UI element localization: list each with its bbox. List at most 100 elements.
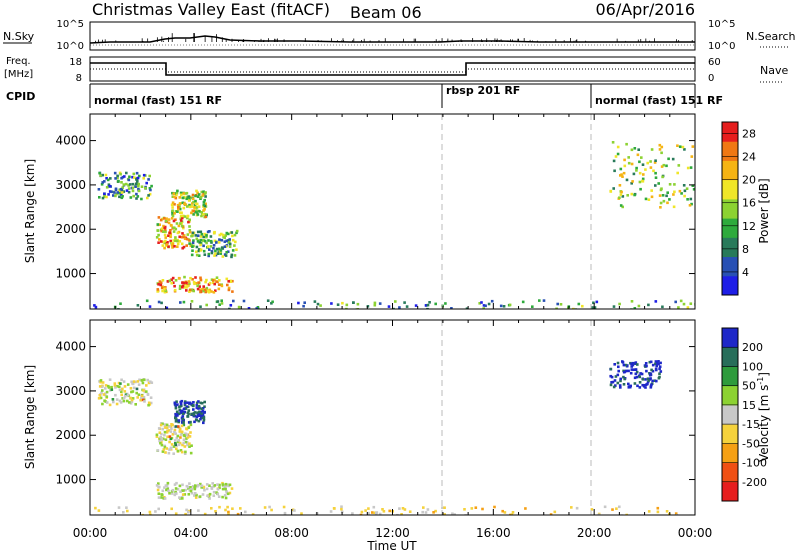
data-cell — [367, 511, 370, 515]
data-cell — [645, 364, 648, 368]
data-cell — [136, 396, 139, 399]
data-cell — [136, 380, 140, 383]
data-cell — [205, 303, 208, 307]
data-cell — [201, 409, 205, 413]
data-cell — [107, 193, 110, 196]
data-cell — [190, 412, 193, 416]
data-cell — [161, 450, 165, 453]
data-cell — [171, 206, 174, 209]
data-cell — [178, 427, 182, 431]
data-cell — [165, 447, 169, 450]
data-cell — [147, 401, 151, 405]
data-cell — [662, 163, 666, 167]
data-cell — [654, 176, 658, 179]
data-cell — [173, 402, 177, 406]
data-cell — [649, 386, 653, 389]
data-cell — [180, 224, 184, 228]
data-cell — [614, 375, 618, 378]
data-cell — [130, 390, 133, 394]
colorbar-swatch — [722, 328, 738, 348]
data-cell — [188, 435, 192, 438]
data-cell — [614, 155, 618, 158]
data-cell — [158, 431, 162, 434]
data-cell — [182, 441, 185, 445]
colorbar-tick-label: 24 — [742, 151, 756, 164]
data-cell — [177, 276, 181, 280]
data-cell — [113, 382, 117, 385]
data-cell — [160, 432, 163, 436]
data-cell — [104, 384, 108, 387]
data-cell — [194, 194, 197, 198]
data-cell — [378, 302, 382, 305]
data-cell — [451, 512, 454, 515]
data-cell — [122, 190, 126, 193]
freq-label-1: Freq. — [6, 56, 31, 67]
data-cell — [158, 485, 161, 489]
data-cell — [640, 156, 643, 159]
data-cell — [201, 407, 205, 410]
data-cell — [113, 384, 117, 387]
data-cell — [432, 511, 435, 514]
data-cell — [196, 411, 199, 414]
data-cell — [120, 196, 124, 200]
data-cell — [205, 235, 208, 239]
data-cell — [193, 486, 196, 489]
x-tick-label: 00:00 — [73, 526, 108, 540]
data-cell — [185, 427, 188, 430]
data-cell — [118, 399, 122, 403]
data-cell — [632, 172, 636, 176]
data-cell — [665, 194, 668, 198]
data-cell — [635, 166, 638, 170]
data-cell — [542, 299, 546, 302]
x-tick-label: 16:00 — [476, 526, 511, 540]
data-cell — [612, 305, 616, 308]
data-cell — [115, 402, 119, 406]
data-cell — [575, 506, 579, 510]
data-cell — [208, 492, 212, 496]
data-cell — [619, 204, 623, 207]
data-cell — [126, 399, 129, 403]
data-cell — [627, 382, 630, 386]
data-cell — [161, 422, 164, 426]
y-tick-label: 1000 — [55, 473, 86, 487]
data-cell — [637, 304, 641, 308]
data-cell — [196, 230, 200, 234]
data-cell — [291, 508, 295, 512]
freq-tick-top: 18 — [69, 57, 82, 68]
data-cell — [171, 423, 174, 427]
data-cell — [191, 241, 195, 245]
data-cell — [119, 172, 122, 176]
data-cell — [218, 247, 221, 251]
data-cell — [176, 239, 179, 243]
data-cell — [189, 431, 192, 434]
data-cell — [100, 183, 104, 186]
data-cell — [356, 302, 360, 306]
data-cell — [140, 397, 143, 400]
data-cell — [148, 305, 152, 308]
data-cell — [610, 381, 613, 384]
data-cell — [210, 507, 213, 510]
data-cell — [509, 513, 512, 515]
data-cell — [621, 175, 624, 178]
data-cell — [200, 486, 203, 489]
data-cell — [112, 400, 115, 404]
data-cell — [164, 484, 168, 487]
data-cell — [174, 425, 178, 428]
data-cell — [270, 302, 273, 305]
sky-panel: N.Sky 10^5 10^0 10^5 10^0 N.Search — [3, 19, 796, 52]
data-cell — [137, 182, 140, 186]
data-cell — [165, 306, 169, 309]
data-cell — [177, 224, 181, 228]
data-cell — [202, 192, 205, 196]
data-cell — [117, 190, 121, 193]
data-cell — [616, 145, 620, 149]
data-cell — [199, 248, 203, 251]
data-cell — [190, 402, 194, 406]
data-cell — [208, 288, 212, 292]
data-cell — [480, 301, 483, 304]
data-cell — [103, 195, 106, 198]
data-cell — [155, 435, 159, 438]
data-cell — [182, 214, 185, 218]
data-cell — [195, 406, 199, 410]
data-cell — [658, 143, 662, 147]
